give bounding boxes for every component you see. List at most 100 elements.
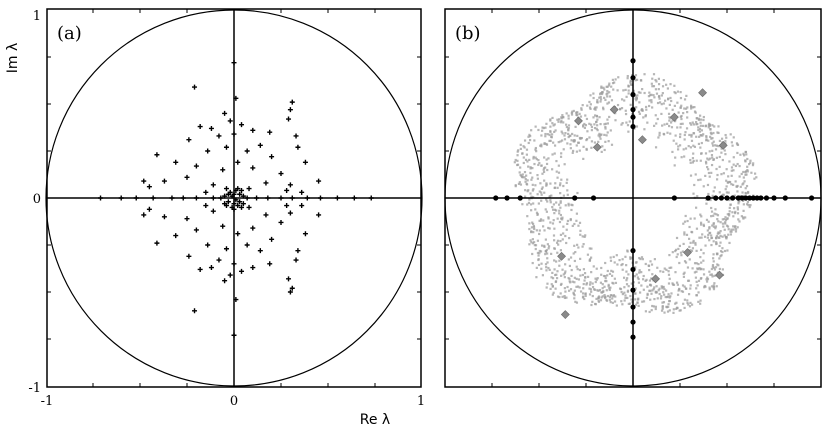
- cloud-point: [674, 92, 677, 95]
- cloud-point: [537, 159, 540, 162]
- cloud-point: [600, 291, 604, 294]
- cloud-point: [693, 271, 696, 274]
- panel-b-highlighted-points: [557, 88, 728, 319]
- cloud-point: [605, 134, 608, 137]
- cloud-point: [719, 221, 722, 224]
- cloud-point: [540, 145, 543, 148]
- cloud-point: [706, 276, 709, 279]
- cloud-point: [593, 302, 597, 306]
- cloud-point: [540, 199, 543, 202]
- cloud-point: [555, 170, 558, 173]
- cloud-point: [671, 119, 674, 122]
- cloud-point: [680, 114, 683, 118]
- cloud-point: [554, 182, 557, 185]
- data-point: [246, 204, 252, 210]
- data-point: [302, 231, 308, 237]
- cloud-point: [573, 281, 576, 284]
- cloud-point: [732, 136, 735, 139]
- data-point: [227, 272, 233, 278]
- cloud-point: [636, 94, 639, 97]
- cloud-point: [689, 161, 692, 164]
- cloud-point: [710, 285, 714, 288]
- cloud-point: [648, 91, 651, 94]
- cloud-point: [690, 231, 694, 234]
- cloud-point: [721, 158, 724, 162]
- cloud-point: [648, 310, 651, 314]
- cloud-point: [553, 144, 557, 147]
- cloud-point: [558, 209, 561, 212]
- cloud-point: [674, 249, 677, 253]
- cloud-point: [690, 123, 693, 126]
- cloud-point: [718, 244, 721, 248]
- highlighted-point: [715, 270, 724, 280]
- cloud-point: [664, 295, 667, 299]
- cloud-point: [556, 239, 560, 242]
- cloud-point: [556, 217, 559, 220]
- cloud-point: [694, 243, 697, 246]
- cloud-point: [609, 301, 612, 304]
- cloud-point: [624, 88, 627, 92]
- cloud-point: [604, 127, 607, 130]
- data-point: [316, 178, 322, 184]
- cloud-point: [597, 134, 600, 137]
- cloud-point: [542, 219, 545, 222]
- cloud-point: [535, 158, 538, 161]
- cloud-point: [523, 170, 527, 174]
- data-point: [231, 131, 237, 137]
- cloud-point: [536, 177, 539, 180]
- cloud-point: [626, 77, 629, 80]
- cloud-point: [553, 212, 556, 215]
- cloud-point: [710, 210, 714, 213]
- cloud-point: [723, 228, 726, 231]
- data-point: [231, 261, 237, 267]
- cloud-point: [620, 290, 623, 294]
- cloud-point: [559, 249, 562, 252]
- cloud-point: [598, 116, 601, 119]
- cloud-point: [530, 241, 533, 244]
- cloud-point: [667, 295, 670, 298]
- cloud-point: [562, 116, 565, 119]
- cloud-point: [535, 150, 538, 153]
- cloud-point: [538, 229, 541, 232]
- cloud-point: [657, 289, 660, 292]
- cloud-point: [550, 276, 553, 279]
- cloud-point: [575, 285, 578, 288]
- axis-point: [517, 195, 523, 201]
- cloud-point: [701, 124, 705, 128]
- cloud-point: [572, 140, 575, 143]
- cloud-point: [698, 130, 701, 133]
- cloud-point: [635, 261, 638, 264]
- cloud-point: [718, 232, 721, 235]
- cloud-point: [634, 74, 638, 77]
- cloud-point: [671, 108, 674, 111]
- cloud-point: [683, 133, 686, 137]
- data-point: [244, 195, 250, 201]
- cloud-point: [649, 298, 652, 301]
- cloud-point: [553, 268, 556, 271]
- cloud-point: [623, 286, 626, 289]
- cloud-point: [559, 292, 562, 295]
- cloud-point: [638, 269, 641, 272]
- cloud-point: [674, 156, 677, 159]
- cloud-point: [702, 115, 705, 119]
- cloud-point: [627, 302, 630, 306]
- cloud-point: [655, 285, 658, 288]
- cloud-point: [577, 246, 580, 249]
- cloud-point: [639, 91, 642, 94]
- cloud-point: [538, 232, 541, 236]
- cloud-point: [656, 117, 659, 121]
- cloud-point: [706, 157, 709, 160]
- cloud-point: [567, 117, 570, 120]
- cloud-point: [644, 279, 647, 283]
- cloud-point: [562, 273, 565, 276]
- cloud-point: [553, 227, 556, 230]
- cloud-point: [708, 175, 711, 178]
- cloud-point: [519, 143, 522, 146]
- cloud-point: [575, 212, 579, 215]
- cloud-point: [746, 165, 749, 168]
- axis-point: [754, 195, 760, 201]
- cloud-point: [665, 107, 668, 110]
- cloud-point: [544, 166, 547, 169]
- axis-point: [630, 248, 636, 254]
